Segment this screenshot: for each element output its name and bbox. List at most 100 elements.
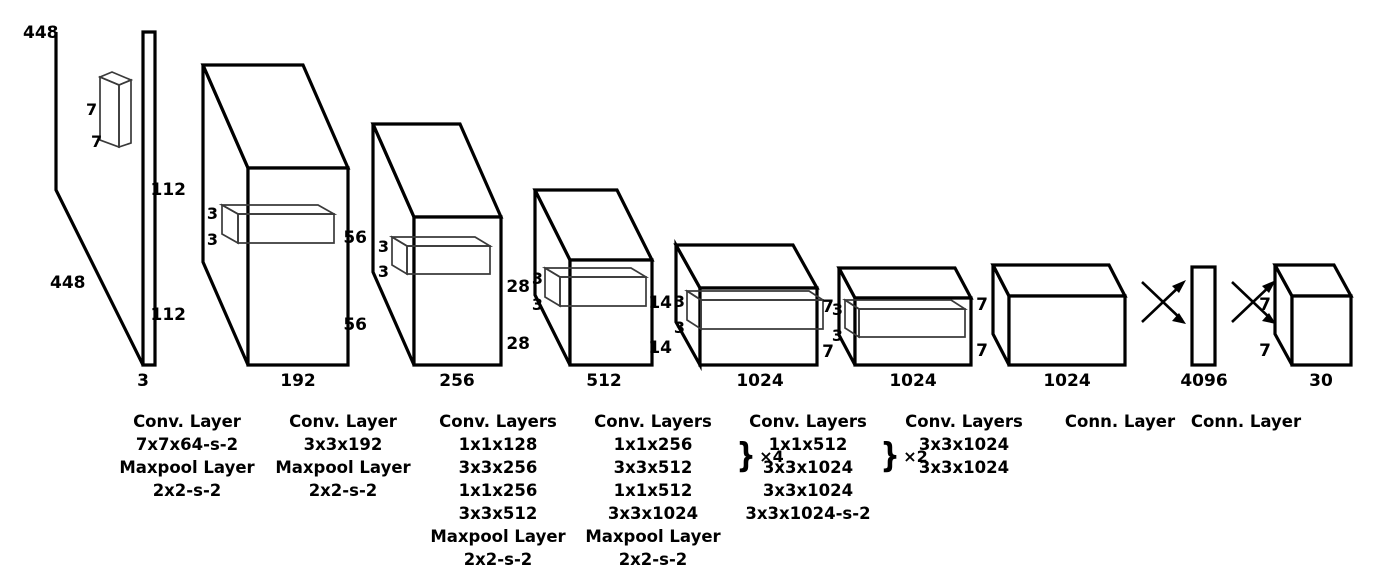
- input-kernel-label-a: 7: [86, 100, 97, 119]
- caption-stage-1-line-0: Conv. Layer: [133, 412, 241, 431]
- conv1-depth-label: 112: [151, 305, 187, 325]
- output-front-face: [1290, 294, 1353, 367]
- caption-stage-5-line-0: Conv. Layers: [749, 412, 867, 431]
- arrow-2b-head: [1262, 280, 1276, 293]
- caption-stage-4: Conv. Layers 1x1x256 } ×4 3x3x512 1x1x51…: [573, 410, 784, 571]
- caption-stage-1-line-2: Maxpool Layer: [119, 458, 255, 477]
- conv3-width-label: 512: [586, 371, 622, 391]
- conv2-width-label: 256: [439, 371, 475, 391]
- caption-stage-3: Conv. Layers 1x1x128 3x3x256 1x1x256 3x3…: [418, 410, 578, 571]
- conv6-front-face: [1007, 294, 1127, 367]
- block-conv2-out: 56 56 256 3 3: [343, 122, 504, 391]
- conv6-depth-label: 7: [976, 341, 988, 361]
- caption-stage-4-line-4: 3x3x1024: [607, 504, 699, 523]
- block-output: 7 7 30: [1259, 263, 1354, 391]
- conv3-depth-label: 28: [506, 334, 530, 354]
- block-conv4-out: 14 14 1024 3 3: [648, 238, 826, 391]
- conv1-width-label: 192: [280, 371, 316, 391]
- conv2-kernel-label-b: 3: [378, 262, 389, 281]
- input-height-label: 448: [23, 23, 59, 43]
- conv5-front-face: [853, 296, 973, 367]
- conv5-kernel-front: [858, 308, 966, 338]
- caption-stage-4-line-0: Conv. Layers: [594, 412, 712, 431]
- conv2-height-label: 56: [343, 228, 367, 248]
- caption-stage-1: Conv. Layer 7x7x64-s-2 Maxpool Layer 2x2…: [107, 410, 267, 502]
- conv5-top-face: [836, 266, 974, 300]
- caption-stage-6: Conv. Layers 3x3x1024 3x3x1024: [884, 410, 1044, 479]
- conv6-height-label: 7: [976, 295, 988, 315]
- conv3-kernel-front: [559, 276, 647, 307]
- caption-stage-7-line-0: Conn. Layer: [1064, 412, 1176, 431]
- conv5-height-label: 7: [822, 297, 834, 317]
- conv4-kernel-box: [684, 289, 826, 331]
- conv4-width-label: 1024: [736, 371, 783, 391]
- fc-connection-arrows-1: [1141, 280, 1186, 324]
- brace-multiplier-5: ×2: [903, 446, 928, 466]
- caption-stage-7: Conn. Layer: [1040, 410, 1200, 433]
- input-kernel-label-b: 7: [91, 132, 102, 151]
- conv1-kernel-label-a: 3: [207, 204, 218, 223]
- repeat-brace-4: } ×4: [736, 436, 784, 476]
- caption-stage-4-line-5: Maxpool Layer: [585, 527, 721, 546]
- conv5-kernel-label-b: 3: [832, 326, 843, 345]
- output-height-label: 7: [1259, 295, 1271, 315]
- block-conv1-out: 112 112 192 3 3: [151, 63, 351, 391]
- repeat-brace-5: } ×2: [880, 436, 928, 476]
- fc-connection-arrows-2: [1231, 280, 1276, 324]
- caption-stage-6-line-0: Conv. Layers: [905, 412, 1023, 431]
- output-width-label: 30: [1309, 371, 1333, 391]
- conv2-kernel-front: [406, 245, 491, 275]
- caption-stage-4-line-3: 1x1x512: [613, 481, 693, 500]
- caption-stage-4-line-1-text: 1x1x256: [613, 435, 693, 454]
- input-kernel-box: [97, 71, 134, 149]
- caption-stage-3-line-2: 3x3x256: [458, 458, 538, 477]
- fc1-face: [1190, 265, 1217, 367]
- caption-stage-6-line-2: 3x3x1024: [918, 458, 1010, 477]
- input-kernel-front: [118, 78, 132, 149]
- caption-stage-6-line-1: 3x3x1024: [918, 435, 1010, 454]
- conv5-width-label: 1024: [889, 371, 936, 391]
- conv5-kernel-label-a: 3: [832, 300, 843, 319]
- conv2-kernel-box: [388, 235, 494, 276]
- caption-stage-4-line-1: 1x1x256 } ×4: [573, 433, 784, 473]
- conv4-kernel-label-b: 3: [674, 318, 685, 337]
- caption-stage-2-line-3: 2x2-s-2: [308, 481, 378, 500]
- conv4-kernel-label-a: 3: [674, 292, 685, 311]
- conv1-front-face: [246, 166, 350, 367]
- caption-stage-8-line-0: Conn. Layer: [1190, 412, 1302, 431]
- caption-stage-3-line-4: 3x3x512: [458, 504, 538, 523]
- caption-stage-5: Conv. Layers 1x1x512 } ×2 3x3x1024 3x3x1…: [728, 410, 928, 525]
- conv3-front-face: [568, 258, 654, 367]
- input-front-face: [141, 30, 157, 367]
- caption-stage-3-line-1: 1x1x128: [458, 435, 538, 454]
- arrow-1a-line: [1141, 281, 1183, 321]
- conv6-top-face: [990, 263, 1128, 298]
- conv6-width-label: 1024: [1043, 371, 1090, 391]
- conv4-top-face: [673, 243, 820, 290]
- caption-stage-3-line-5: Maxpool Layer: [430, 527, 566, 546]
- block-conv5-out: 7 7 1024 3 3: [822, 266, 974, 391]
- caption-stage-2-line-0: Conv. Layer: [289, 412, 397, 431]
- caption-stage-3-line-0: Conv. Layers: [439, 412, 557, 431]
- conv2-depth-label: 56: [343, 315, 367, 335]
- arrow-1a-head: [1172, 313, 1186, 324]
- conv2-kernel-label-a: 3: [378, 237, 389, 256]
- caption-stage-2-line-2: Maxpool Layer: [275, 458, 411, 477]
- conv5-kernel-box: [842, 298, 968, 339]
- conv4-kernel-front: [700, 299, 824, 330]
- caption-stage-5-line-3: 3x3x1024: [762, 481, 854, 500]
- conv5-depth-label: 7: [822, 342, 834, 362]
- conv1-kernel-box: [218, 203, 338, 245]
- caption-stage-3-line-3: 1x1x256: [458, 481, 538, 500]
- output-depth-label: 7: [1259, 341, 1271, 361]
- conv4-height-label: 14: [648, 293, 672, 313]
- caption-stage-1-line-3: 2x2-s-2: [152, 481, 222, 500]
- caption-stage-2: Conv. Layer 3x3x192 Maxpool Layer 2x2-s-…: [263, 410, 423, 502]
- fc1-width-label: 4096: [1180, 371, 1227, 391]
- block-fc1-out: 4096: [1180, 265, 1228, 391]
- caption-stage-4-line-6: 2x2-s-2: [618, 550, 688, 569]
- input-depth-label: 448: [50, 273, 86, 293]
- caption-stage-5-line-1: 1x1x512 } ×2: [728, 433, 928, 473]
- block-conv6-out: 7 7 1024: [976, 263, 1128, 391]
